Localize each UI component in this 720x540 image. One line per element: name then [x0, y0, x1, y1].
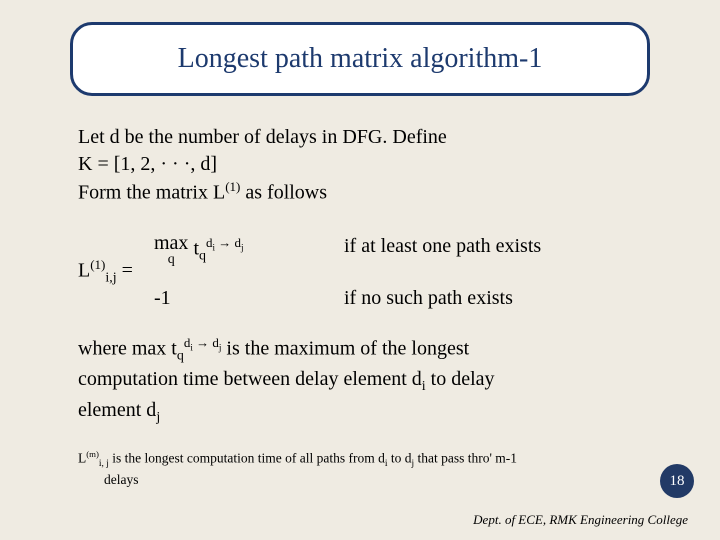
where-l2a: computation time between delay element d	[78, 368, 422, 390]
case-1: max q tqdi → dj if at least one path exi…	[154, 233, 653, 267]
max-top: max	[154, 233, 188, 253]
where-sup: di → dj	[184, 335, 222, 350]
where-l3-sub: j	[156, 410, 160, 425]
equation-lhs: L(1)i,j =	[78, 256, 154, 289]
intro-line-2: K = [1, 2, · · ·, d]	[78, 151, 653, 178]
max-operator: max q	[154, 233, 188, 267]
intro-text-b: as follows	[240, 182, 327, 204]
title-box: Longest path matrix algorithm-1	[70, 22, 650, 96]
where-block: where max tqdi → dj is the maximum of th…	[78, 334, 653, 428]
where-sub-q: q	[177, 348, 184, 363]
where-a: where max t	[78, 337, 177, 359]
lhs-L: L	[78, 260, 90, 282]
case1-t: t	[188, 237, 199, 259]
where-sup-arrow: → d	[193, 335, 219, 350]
foot-tb: to d	[387, 450, 411, 465]
case1-t-sup: di → dj	[206, 235, 244, 250]
where-l3a: element d	[78, 399, 156, 421]
sup-arrow: → d	[215, 235, 241, 250]
foot-line2: delays	[104, 471, 653, 490]
sup-d-j: j	[241, 242, 244, 252]
foot-L: L	[78, 450, 86, 465]
footnote-block: L(m)i, j is the longest computation time…	[78, 448, 653, 490]
where-l2b: to delay	[426, 368, 495, 390]
lhs-sup: (1)	[90, 257, 105, 272]
case-1-expr: max q tqdi → dj	[154, 233, 344, 267]
max-sub: q	[154, 253, 188, 267]
foot-tc: that pass thro' m-1	[414, 450, 517, 465]
intro-text: Form the matrix L	[78, 182, 225, 204]
case-1-cond: if at least one path exists	[344, 233, 653, 267]
page-number: 18	[670, 473, 685, 490]
case-2-expr: -1	[154, 285, 344, 312]
where-b: is the maximum of the longest	[221, 337, 469, 359]
lhs-sub: i,j	[105, 271, 116, 286]
intro-sup: (1)	[225, 179, 240, 194]
foot-ta: is the longest computation time of all p…	[109, 450, 385, 465]
foot-sup: (m)	[86, 449, 99, 459]
intro-line-1: Let d be the number of delays in DFG. De…	[78, 124, 653, 151]
case1-t-sub: q	[199, 248, 206, 263]
case-2: -1 if no such path exists	[154, 285, 653, 312]
intro-line-3: Form the matrix L(1) as follows	[78, 178, 653, 207]
equation-cases: max q tqdi → dj if at least one path exi…	[154, 233, 653, 312]
case-2-cond: if no such path exists	[344, 285, 653, 312]
department-footer: Dept. of ECE, RMK Engineering College	[473, 512, 688, 528]
equation-row: L(1)i,j = max q tqdi → dj if at least on…	[78, 233, 653, 312]
foot-sub: i, j	[99, 459, 109, 469]
lhs-eq: =	[117, 260, 133, 282]
page-number-badge: 18	[660, 464, 694, 498]
content-area: Let d be the number of delays in DFG. De…	[78, 124, 653, 490]
intro-block: Let d be the number of delays in DFG. De…	[78, 124, 653, 207]
slide-title: Longest path matrix algorithm-1	[178, 43, 543, 75]
